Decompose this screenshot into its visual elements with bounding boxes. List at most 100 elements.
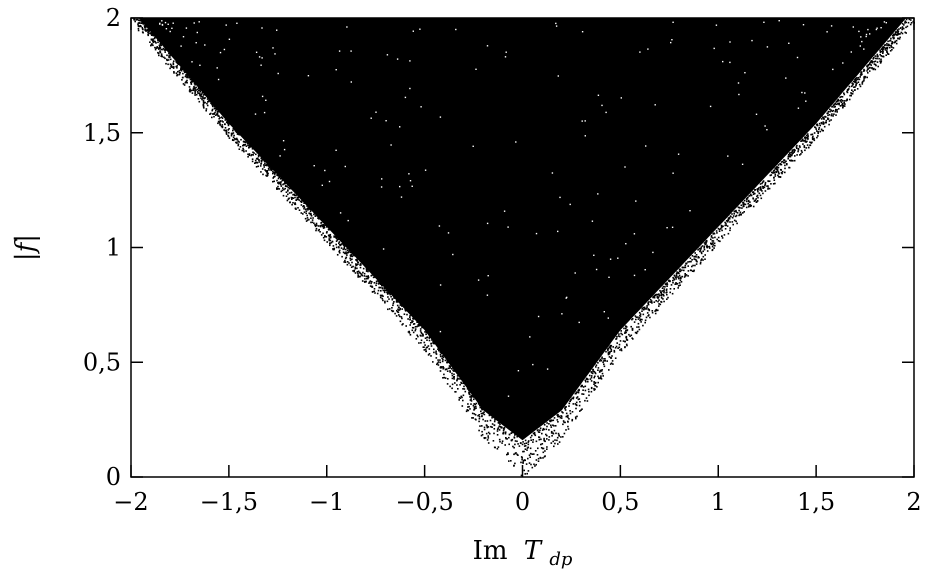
scatter-point <box>844 100 846 102</box>
scatter-point <box>346 248 348 250</box>
scatter-point <box>885 54 887 56</box>
scatter-point <box>757 191 759 193</box>
scatter-gap <box>224 49 225 50</box>
scatter-point <box>283 195 285 197</box>
scatter-point <box>595 373 597 375</box>
scatter-point <box>246 145 248 147</box>
y-tick-label: 2 <box>106 4 121 32</box>
scatter-point <box>157 39 159 41</box>
scatter-point <box>873 68 875 70</box>
scatter-point <box>345 251 347 253</box>
scatter-point <box>463 386 465 388</box>
scatter-point <box>542 429 544 431</box>
scatter-point <box>834 106 836 108</box>
scatter-point <box>529 454 531 456</box>
scatter-gap <box>261 57 262 58</box>
scatter-point <box>284 188 286 190</box>
scatter-point <box>203 105 205 107</box>
scatter-point <box>561 416 563 418</box>
scatter-point <box>421 327 423 329</box>
scatter-point <box>394 313 396 315</box>
scatter-point <box>302 213 304 215</box>
scatter-point <box>469 393 471 395</box>
scatter-point <box>268 168 270 170</box>
scatter-point <box>295 208 297 210</box>
scatter-point <box>157 42 159 44</box>
scatter-gap <box>672 173 673 174</box>
scatter-point <box>525 448 527 450</box>
x-tick-label: −2 <box>113 488 148 516</box>
scatter-gap <box>473 146 474 147</box>
scatter-point <box>686 263 688 265</box>
scatter-point <box>357 276 359 278</box>
scatter-point <box>416 326 418 328</box>
scatter-point <box>393 301 395 303</box>
scatter-point <box>398 314 400 316</box>
scatter-gap <box>397 58 398 59</box>
scatter-point <box>703 256 705 258</box>
scatter-gap <box>515 141 516 142</box>
scatter-point <box>440 354 442 356</box>
scatter-point <box>420 335 422 337</box>
scatter-point <box>449 386 451 388</box>
scatter-point <box>846 100 848 102</box>
scatter-point <box>213 116 215 118</box>
scatter-point <box>612 346 614 348</box>
x-axis-label: Im T dp <box>473 536 573 570</box>
scatter-point <box>676 276 678 278</box>
scatter-point <box>442 377 444 379</box>
scatter-point <box>527 447 529 449</box>
scatter-point <box>228 123 230 125</box>
scatter-point <box>288 187 290 189</box>
scatter-point <box>310 217 312 219</box>
scatter-point <box>258 160 260 162</box>
scatter-point <box>155 42 157 44</box>
scatter-point <box>555 433 557 435</box>
scatter-point <box>729 217 731 219</box>
scatter-gap <box>324 170 325 171</box>
scatter-point <box>880 59 882 61</box>
scatter-gap <box>173 23 174 24</box>
scatter-point <box>882 51 884 53</box>
scatter-point <box>726 220 728 222</box>
scatter-point <box>516 436 518 438</box>
scatter-point <box>666 292 668 294</box>
scatter-point <box>661 292 663 294</box>
scatter-point <box>376 281 378 283</box>
scatter-point <box>524 443 526 445</box>
scatter-point <box>541 447 543 449</box>
scatter-point <box>277 175 279 177</box>
scatter-gap <box>236 23 237 24</box>
scatter-point <box>135 19 137 21</box>
scatter-point <box>145 30 147 32</box>
scatter-gap <box>385 120 386 121</box>
scatter-point <box>620 333 622 335</box>
scatter-point <box>749 201 751 203</box>
scatter-point <box>462 405 464 407</box>
scatter-point <box>879 50 881 52</box>
scatter-point <box>753 206 755 208</box>
scatter-gap <box>478 279 479 280</box>
scatter-point <box>858 81 860 83</box>
scatter-gap <box>729 41 730 42</box>
scatter-point <box>556 440 558 442</box>
scatter-point <box>809 141 811 143</box>
scatter-point <box>807 135 809 137</box>
scatter-point <box>317 217 319 219</box>
scatter-point <box>462 388 464 390</box>
scatter-point <box>882 52 884 54</box>
scatter-point <box>532 439 534 441</box>
scatter-point <box>432 343 434 345</box>
scatter-point <box>227 121 229 123</box>
scatter-point <box>568 428 570 430</box>
scatter-point <box>405 310 407 312</box>
scatter-point <box>501 442 503 444</box>
scatter-point <box>165 63 167 65</box>
scatter-gap <box>547 368 548 369</box>
scatter-point <box>336 240 338 242</box>
scatter-point <box>774 183 776 185</box>
scatter-point <box>676 273 678 275</box>
x-tick-labels: −2 −1,5 −1 −0,5 0 0,5 1 1,5 2 <box>113 488 921 516</box>
scatter-point <box>600 359 602 361</box>
scatter-point <box>614 350 616 352</box>
